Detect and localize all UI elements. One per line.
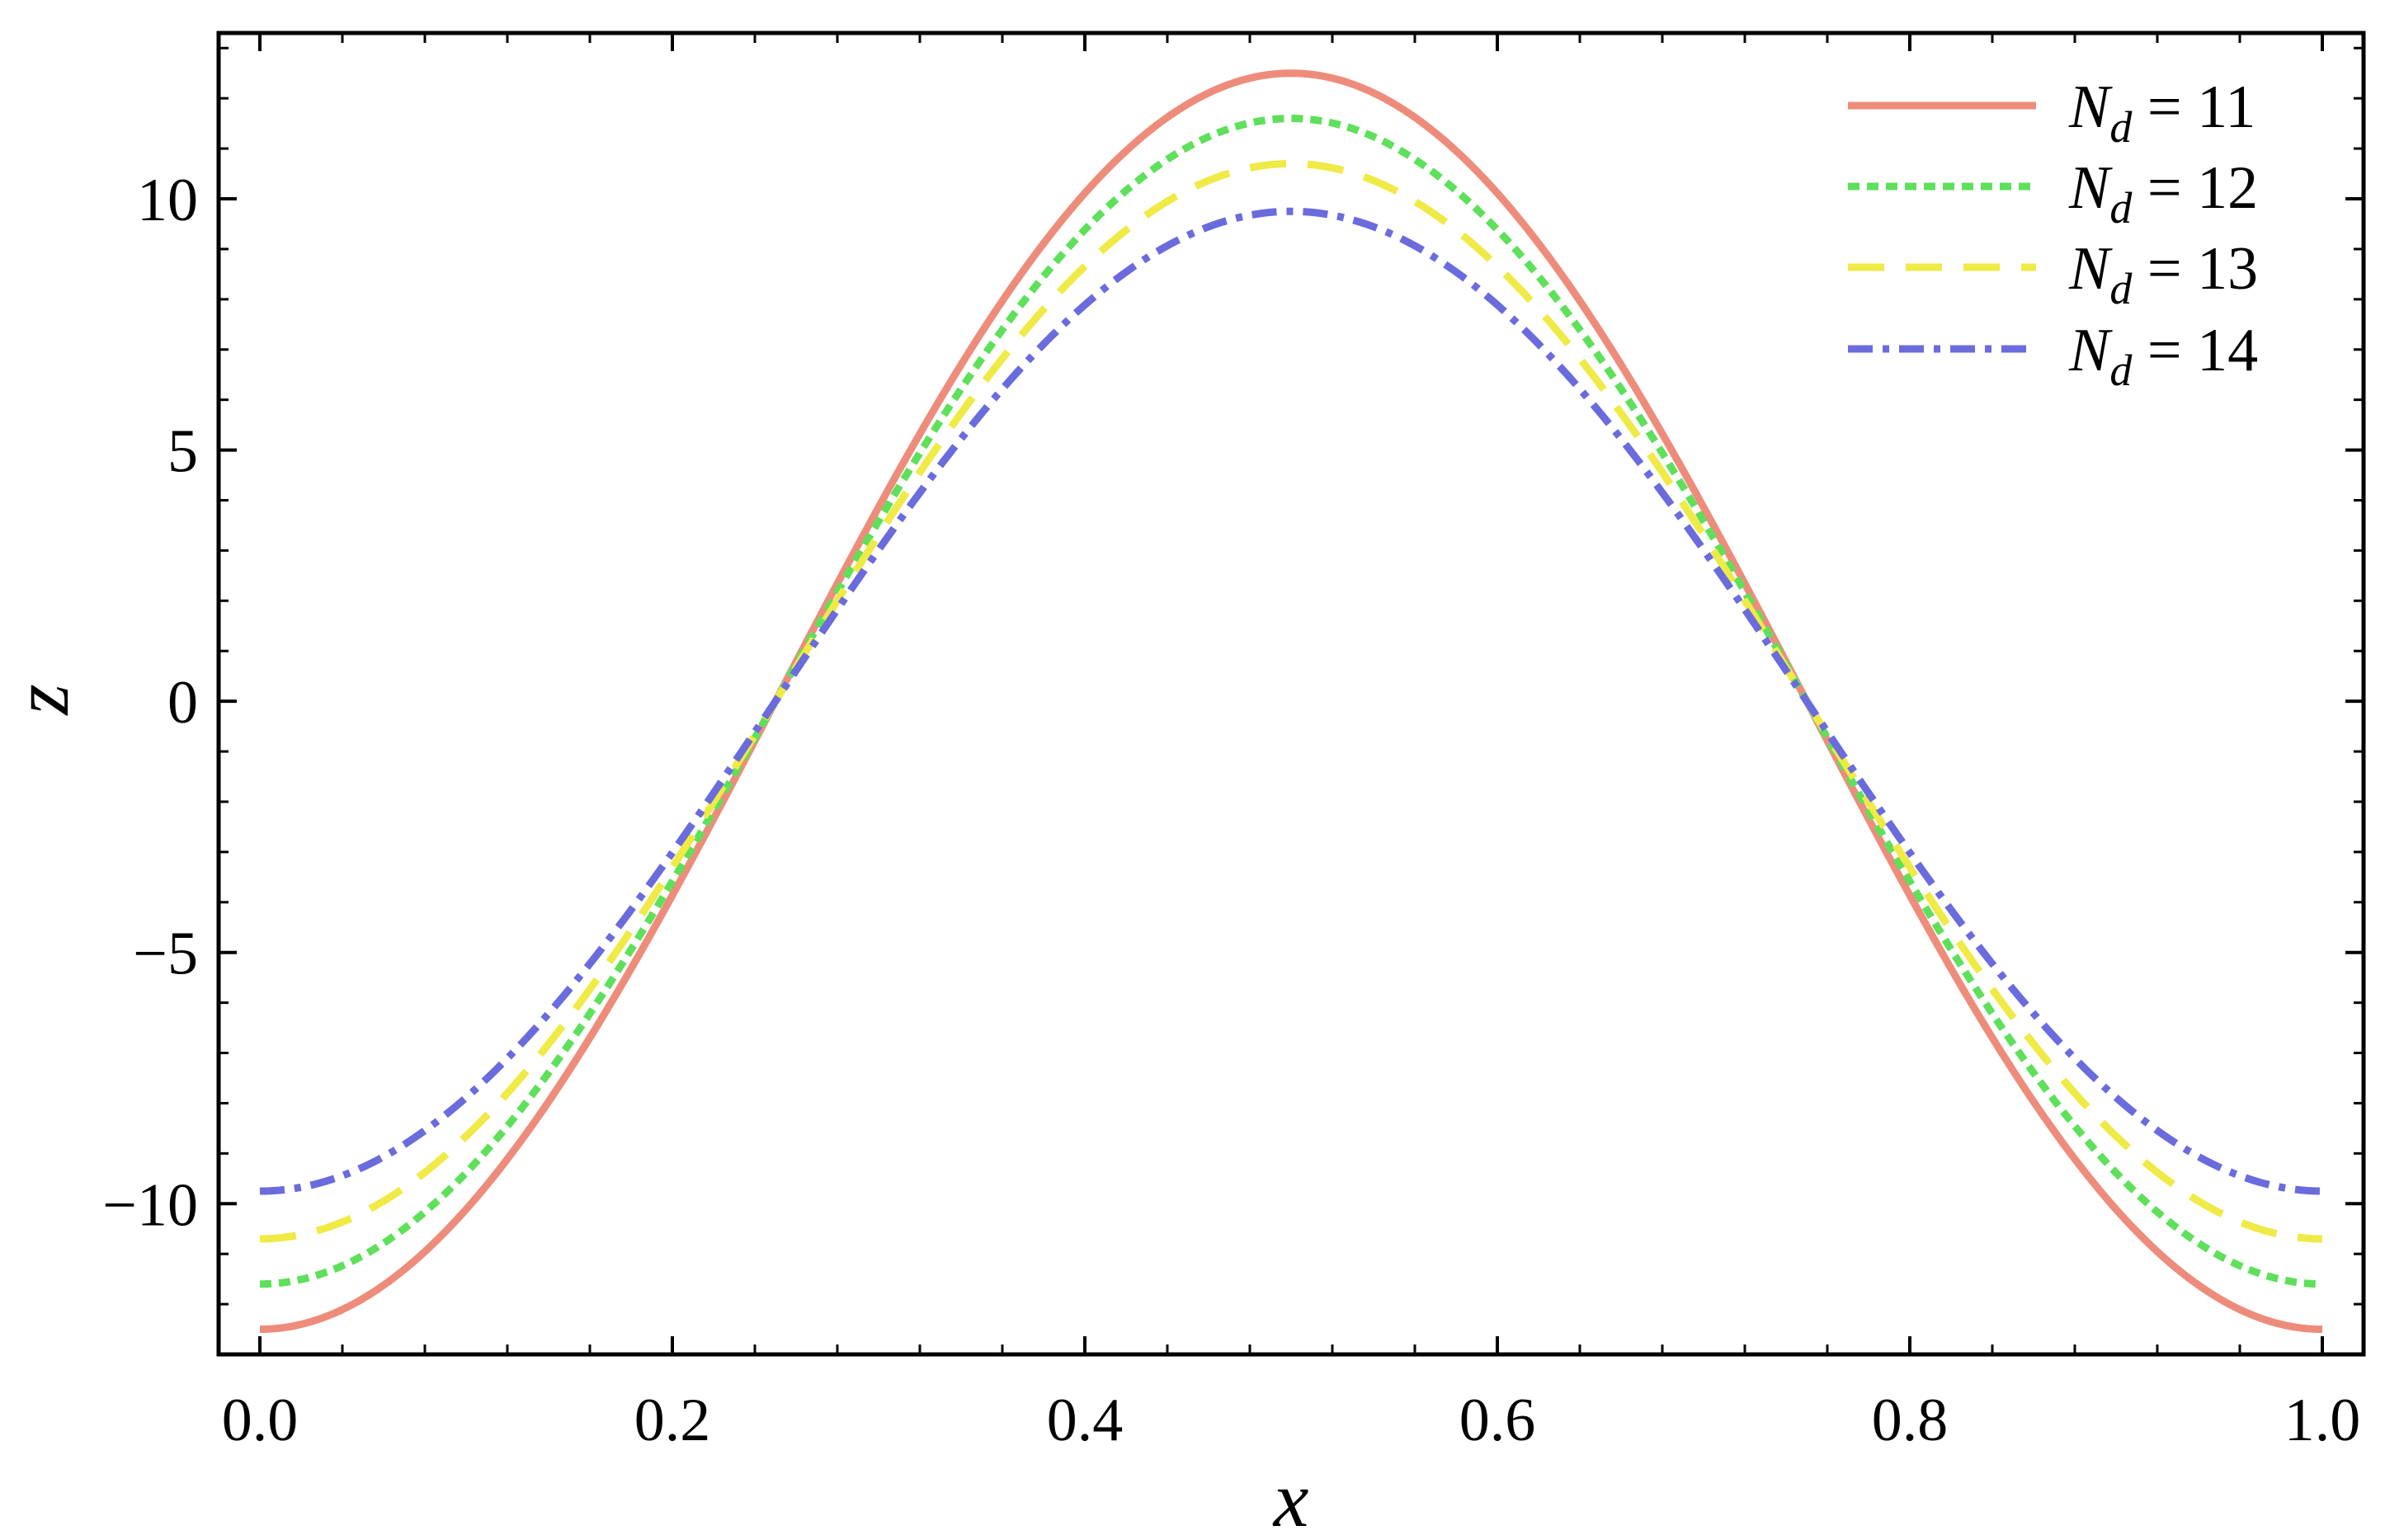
major-ticks [219,33,2364,1354]
y-tick-labels: −10 −5 0 5 10 [102,167,198,1239]
series-line-2 [259,115,2323,1288]
x-tick-label: 0.2 [634,1387,711,1454]
x-tick-label: 0.8 [1872,1387,1949,1454]
x-tick-label: 0.6 [1459,1387,1536,1454]
x-tick-label: 0.0 [222,1387,299,1454]
x-tick-labels: 0.0 0.2 0.4 0.6 0.8 1.0 [222,1387,2361,1454]
series-line-3 [259,159,2323,1243]
y-axis-label: z [0,684,85,716]
series-line-4 [259,207,2323,1195]
legend-label: Nd = 14 [2068,317,2258,395]
series-lines [259,69,2323,1334]
legend-label: Nd = 12 [2068,154,2258,233]
x-tick-label: 0.4 [1047,1387,1124,1454]
y-tick-label: −10 [102,1171,198,1239]
y-tick-label: 5 [167,418,198,486]
series-line-1 [259,69,2323,1334]
legend-label: Nd = 13 [2068,235,2258,313]
y-tick-label: 10 [137,167,198,234]
x-axis-label: x [1272,1455,1309,1540]
y-tick-label: −5 [133,921,198,988]
x-tick-label: 1.0 [2284,1387,2361,1454]
plot-frame [216,31,2366,1357]
legend-label: Nd = 11 [2068,73,2255,152]
y-tick-label: 0 [167,669,198,737]
